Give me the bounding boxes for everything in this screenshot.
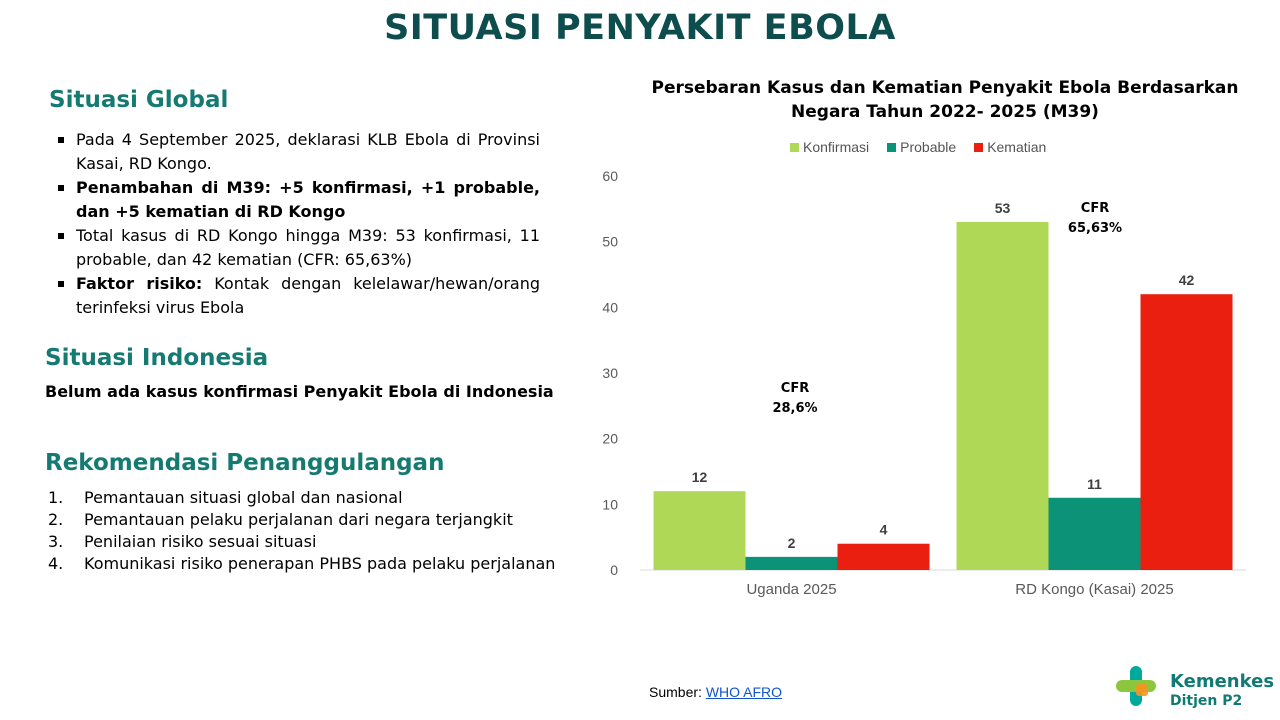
x-category-label: RD Kongo (Kasai) 2025 [1015, 581, 1173, 598]
kemenkes-logo-icon [1116, 666, 1156, 706]
global-bullet-2: Penambahan di M39: +5 konfirmasi, +1 pro… [52, 176, 540, 224]
bar-value-label: 11 [1087, 476, 1102, 492]
cfr-annotation-label: CFR [781, 381, 809, 396]
bar-value-label: 42 [1179, 272, 1195, 288]
bar [956, 221, 1049, 570]
global-bullet-1: Pada 4 September 2025, deklarasi KLB Ebo… [52, 128, 540, 176]
rekomendasi-heading: Rekomendasi Penanggulangan [45, 450, 445, 476]
bar-chart: 0 10 20 30 40 50 60 12 2 4 Uganda 2025 53 11 42 RD Kon… [602, 168, 1246, 598]
bar [1140, 294, 1233, 570]
y-tick-label: 10 [602, 496, 618, 512]
legend-label: Kematian [987, 139, 1047, 155]
rekomendasi-item: 1. Pemantauan situasi global dan nasional [48, 488, 403, 507]
legend-label: Konfirmasi [803, 139, 870, 155]
source-label: Sumber: [649, 684, 706, 700]
bar [653, 491, 746, 570]
indonesia-heading: Situasi Indonesia [45, 345, 269, 371]
global-bullets: Pada 4 September 2025, deklarasi KLB Ebo… [52, 128, 540, 320]
y-tick-label: 40 [602, 299, 618, 315]
legend-item-probable: Probable [887, 139, 956, 155]
y-tick-label: 30 [602, 365, 618, 381]
global-bullet-4: Faktor risiko: Kontak dengan kelelawar/h… [52, 272, 540, 320]
y-tick-label: 60 [602, 168, 618, 184]
indonesia-text: Belum ada kasus konfirmasi Penyakit Ebol… [45, 382, 554, 401]
bar-value-label: 2 [788, 535, 796, 551]
chart-title: Persebaran Kasus dan Kematian Penyakit E… [651, 78, 1239, 122]
global-heading: Situasi Global [49, 87, 229, 113]
bar-value-label: 4 [880, 522, 888, 538]
page-title: SITUASI PENYAKIT EBOLA [384, 8, 896, 48]
bar-value-label: 12 [692, 469, 708, 485]
rekomendasi-list: 1. Pemantauan situasi global dan nasional… [46, 487, 566, 575]
cfr-annotation-label: CFR [1081, 201, 1109, 216]
cfr-annotation-value: 28,6% [772, 401, 817, 416]
bar-value-label: 53 [995, 200, 1011, 216]
cfr-annotation-value: 65,63% [1068, 221, 1122, 236]
logo-name: Kemenkes [1170, 671, 1275, 692]
rekomendasi-item: 2. Pemantauan pelaku perjalanan dari nega… [48, 510, 513, 529]
bar [1048, 497, 1141, 570]
logo-sub: Ditjen P2 [1170, 693, 1243, 709]
source-link[interactable]: WHO AFRO [705, 684, 783, 700]
rekomendasi-item: 4. Komunikasi risiko penerapan PHBS pada … [48, 554, 556, 573]
y-tick-label: 50 [602, 234, 618, 250]
legend-item-konfirmasi: Konfirmasi [790, 139, 869, 155]
legend-swatch [790, 142, 799, 152]
source-note: Sumber: WHO AFRO [649, 684, 782, 700]
legend-swatch [887, 142, 897, 152]
legend-swatch [974, 142, 984, 152]
legend-item-kematian: Kematian [974, 139, 1046, 155]
bar [837, 543, 930, 570]
legend-label: Probable [900, 139, 957, 155]
y-tick-label: 20 [602, 431, 618, 447]
chart-legend: Konfirmasi Probable Kematian [790, 139, 1046, 155]
y-tick-label: 0 [610, 562, 618, 578]
global-bullet-3: Total kasus di RD Kongo hingga M39: 53 k… [52, 224, 540, 272]
bar [745, 556, 838, 570]
x-category-label: Uganda 2025 [746, 581, 836, 598]
rekomendasi-item: 3. Penilaian risiko sesuai situasi [48, 532, 317, 551]
